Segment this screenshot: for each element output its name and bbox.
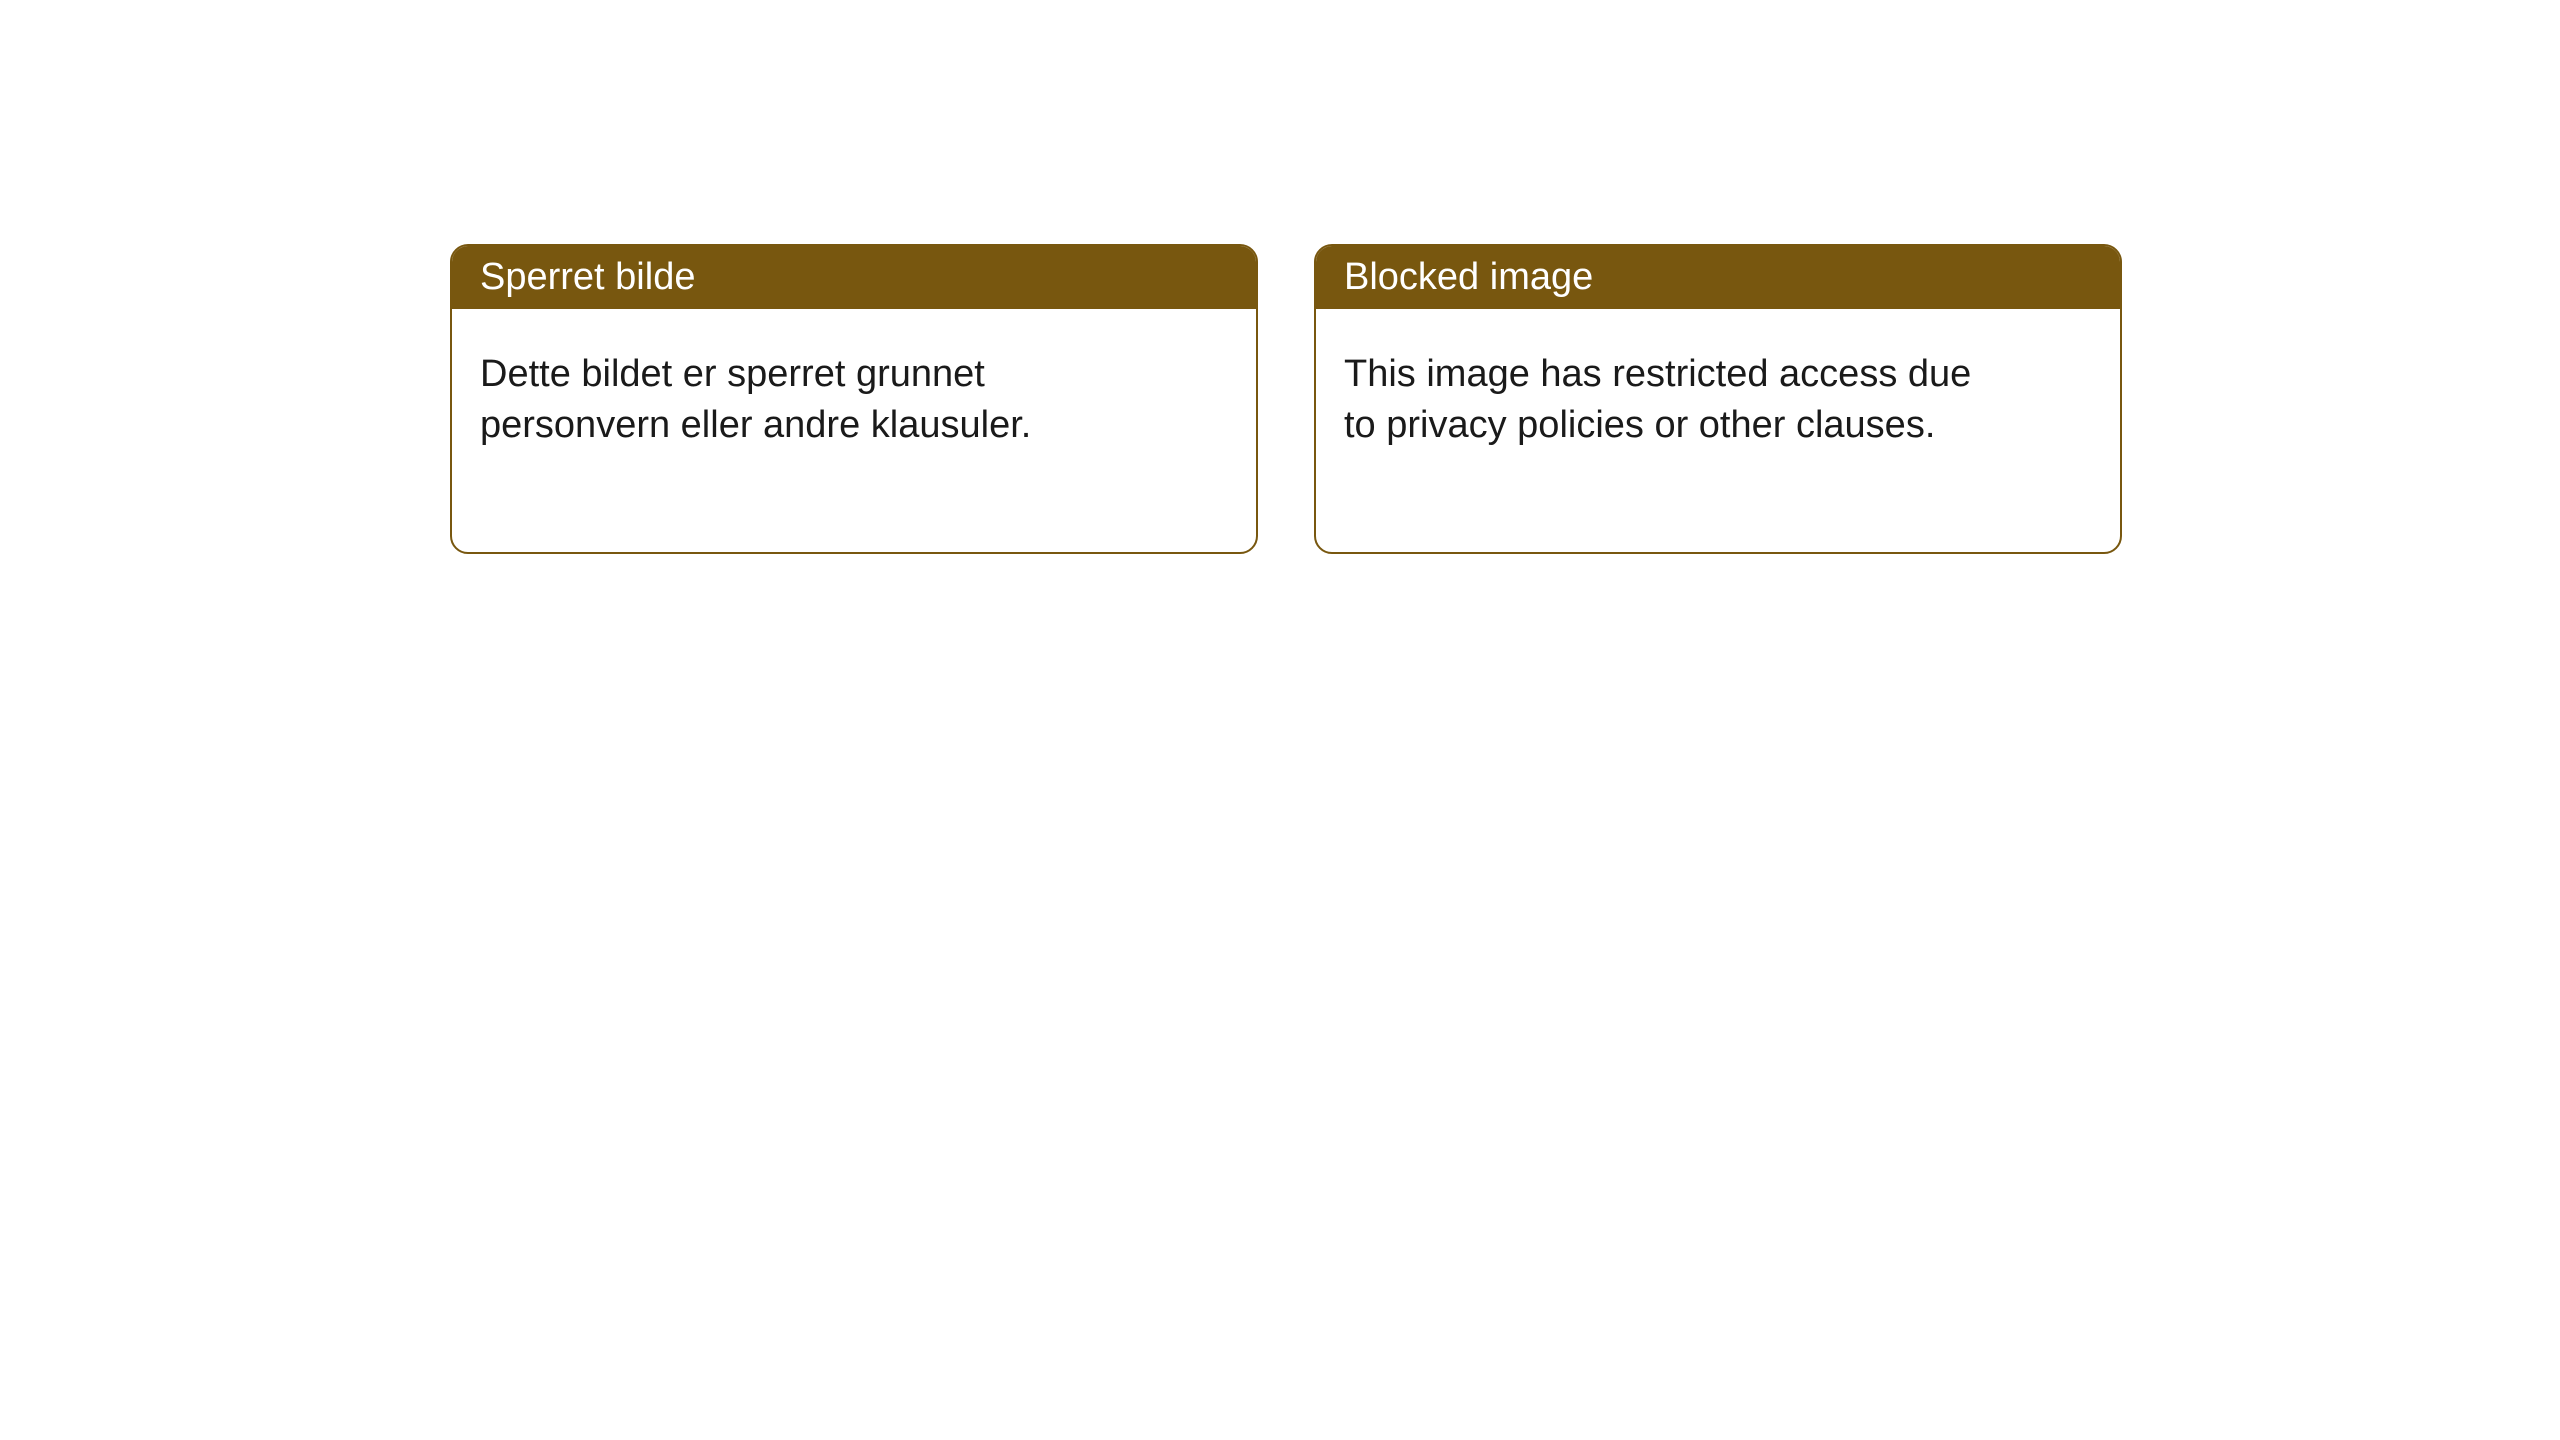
blocked-image-card-no: Sperret bilde Dette bildet er sperret gr… — [450, 244, 1258, 554]
blocked-image-card-en: Blocked image This image has restricted … — [1314, 244, 2122, 554]
card-body: Dette bildet er sperret grunnet personve… — [452, 309, 1152, 552]
card-body: This image has restricted access due to … — [1316, 309, 2016, 552]
card-title: Sperret bilde — [480, 256, 695, 298]
card-header: Blocked image — [1316, 246, 2120, 309]
card-message: Dette bildet er sperret grunnet personve… — [480, 353, 1031, 446]
cards-container: Sperret bilde Dette bildet er sperret gr… — [0, 0, 2560, 554]
card-message: This image has restricted access due to … — [1344, 353, 1971, 446]
card-header: Sperret bilde — [452, 246, 1256, 309]
card-title: Blocked image — [1344, 256, 1593, 298]
